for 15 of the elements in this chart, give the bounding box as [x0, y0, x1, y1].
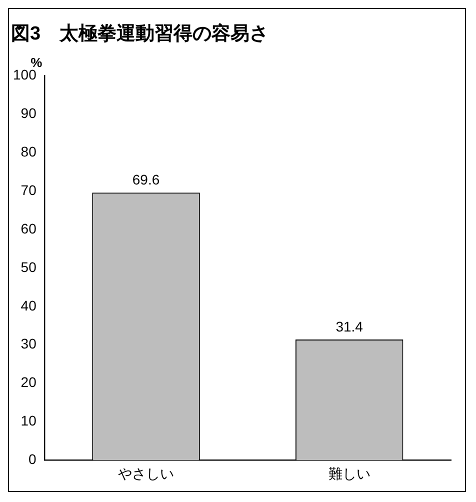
y-tick-label: 70 — [20, 182, 37, 198]
data-label: 69.6 — [132, 172, 160, 188]
data-label: 31.4 — [336, 318, 364, 334]
y-tick-label: 40 — [20, 297, 37, 314]
y-tick-label: 80 — [20, 144, 37, 160]
x-tick-label: やさしい — [118, 465, 174, 482]
y-tick-label: 90 — [20, 105, 37, 122]
y-tick-label: 50 — [20, 258, 37, 275]
y-tick-label: 10 — [20, 412, 37, 429]
x-tick-label: 難しい — [328, 465, 370, 482]
y-tick-label: 20 — [20, 374, 37, 390]
y-tick-label: 60 — [20, 220, 37, 236]
y-tick-label: 30 — [20, 336, 37, 352]
chart-title: 図3 太極拳運動習得の容易さ — [11, 22, 269, 45]
y-tick-label: 0 — [28, 451, 37, 468]
